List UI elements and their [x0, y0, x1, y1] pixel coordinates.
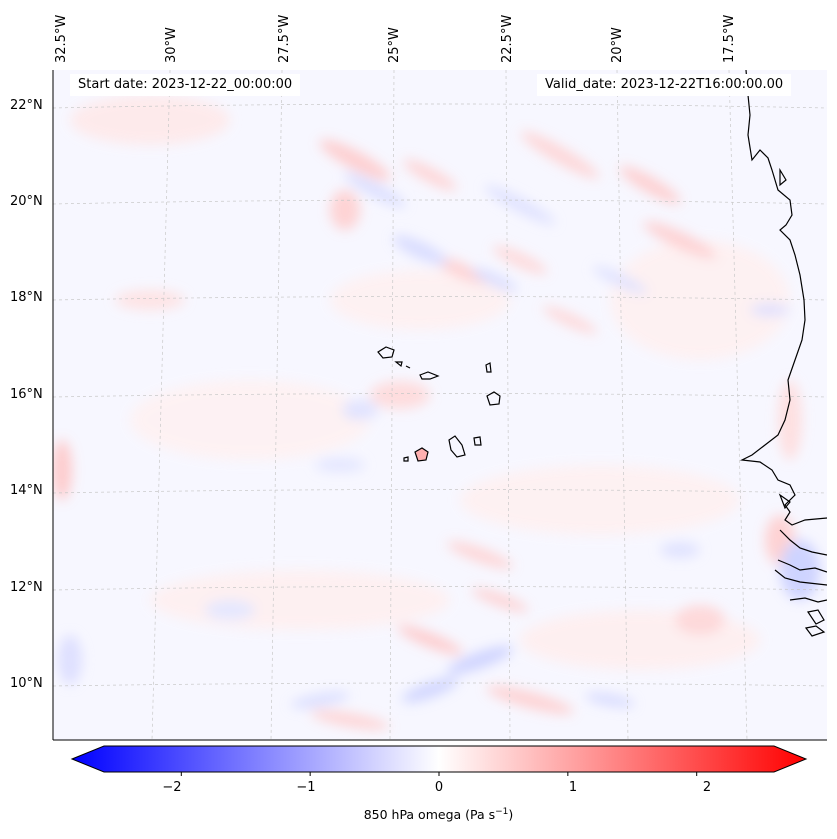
omega-field: [53, 95, 820, 730]
start-date-label: Start date: 2023-12-22_00:00:00: [70, 74, 301, 96]
island-maio: [473, 436, 482, 446]
colorbar-tick-label-neg1: −1: [296, 780, 316, 795]
colorbar-ticks: [180, 772, 698, 776]
valid-date-label: Valid_date: 2023-12-22T16:00:00.00: [537, 74, 792, 96]
island-brava: [403, 456, 409, 462]
lat-label-14n: 14°N: [10, 483, 43, 498]
africa-coastline: [739, 70, 827, 526]
island-sao-nicolau: [419, 371, 440, 380]
lat-label-10n: 10°N: [10, 676, 43, 691]
colorbar-tick-label-0: 0: [434, 780, 444, 795]
lat-label-16n: 16°N: [10, 387, 43, 402]
island-sao-vicente: [394, 361, 403, 368]
lat-label-12n: 12°N: [10, 580, 43, 595]
island-fogo: [414, 447, 429, 462]
colorbar-label: 850 hPa omega (Pa s−1): [363, 807, 514, 823]
island-sal: [485, 362, 492, 373]
island-santo-antao: [377, 346, 395, 359]
lat-label-22n: 22°N: [10, 98, 43, 113]
colorbar-body: [70, 745, 808, 773]
lat-label-18n: 18°N: [10, 290, 43, 305]
lat-label-20n: 20°N: [10, 194, 43, 209]
island-boa-vista: [486, 391, 501, 406]
coastlines: [739, 70, 827, 637]
colorbar-tick-label-neg2: −2: [162, 780, 182, 795]
colorbar-tick-label-2: 2: [702, 780, 712, 795]
cape-verde-islands: [377, 346, 501, 462]
island-santiago: [448, 435, 466, 458]
colorbar-tick-label-1: 1: [568, 780, 578, 795]
graticule: [53, 70, 827, 740]
